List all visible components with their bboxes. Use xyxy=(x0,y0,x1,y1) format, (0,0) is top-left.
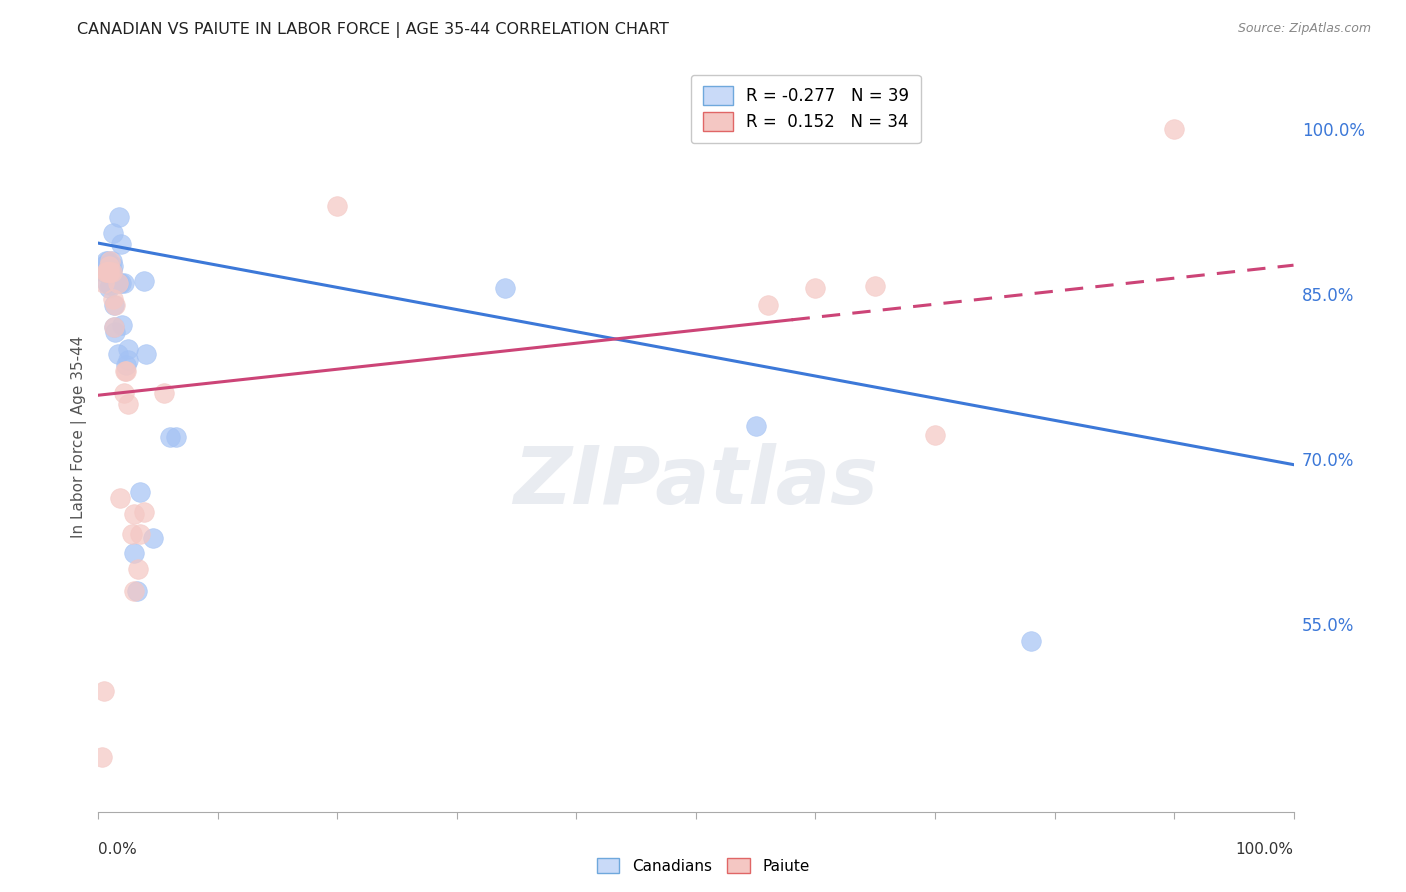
Point xyxy=(110,237,132,252)
Point xyxy=(129,485,152,500)
Point xyxy=(104,326,127,340)
Point xyxy=(98,265,122,279)
Point xyxy=(93,276,115,290)
Point xyxy=(94,265,117,279)
Point xyxy=(103,319,125,334)
Point xyxy=(112,386,135,401)
Point xyxy=(110,276,132,290)
Point xyxy=(101,260,124,274)
Point xyxy=(91,749,114,764)
Point xyxy=(121,527,143,541)
Point xyxy=(326,199,349,213)
Point xyxy=(132,505,155,519)
Point xyxy=(135,347,157,361)
Legend: Canadians, Paiute: Canadians, Paiute xyxy=(591,852,815,880)
Point xyxy=(112,276,135,290)
Point xyxy=(93,265,115,279)
Text: 100.0%: 100.0% xyxy=(1236,842,1294,857)
Point xyxy=(103,319,125,334)
Point xyxy=(111,318,134,332)
Point xyxy=(865,279,887,293)
Point xyxy=(114,364,136,378)
Point xyxy=(107,276,129,290)
Point xyxy=(127,562,149,576)
Point xyxy=(117,342,139,356)
Point xyxy=(98,265,121,279)
Point xyxy=(132,274,155,288)
Point xyxy=(98,253,122,268)
Point xyxy=(91,260,114,274)
Point xyxy=(756,298,779,312)
Point xyxy=(124,546,146,560)
Text: Source: ZipAtlas.com: Source: ZipAtlas.com xyxy=(1237,22,1371,36)
Point xyxy=(159,430,181,444)
Point xyxy=(96,265,118,279)
Point xyxy=(98,281,121,295)
Point xyxy=(98,278,122,293)
Y-axis label: In Labor Force | Age 35-44: In Labor Force | Age 35-44 xyxy=(72,336,87,538)
Point xyxy=(115,359,138,373)
Point xyxy=(1163,121,1185,136)
Point xyxy=(107,347,129,361)
Point xyxy=(97,265,120,279)
Point xyxy=(96,260,118,274)
Point xyxy=(103,298,125,312)
Point xyxy=(101,293,124,307)
Text: CANADIAN VS PAIUTE IN LABOR FORCE | AGE 35-44 CORRELATION CHART: CANADIAN VS PAIUTE IN LABOR FORCE | AGE … xyxy=(77,22,669,38)
Point xyxy=(115,364,138,378)
Point xyxy=(93,683,115,698)
Point xyxy=(924,428,946,442)
Point xyxy=(108,491,131,505)
Point xyxy=(142,532,165,546)
Point xyxy=(124,584,146,599)
Point xyxy=(100,253,122,268)
Point xyxy=(104,298,127,312)
Point xyxy=(101,226,124,240)
Point xyxy=(97,265,120,279)
Point xyxy=(804,281,827,295)
Point xyxy=(107,276,129,290)
Point xyxy=(117,397,139,411)
Text: ZIPatlas: ZIPatlas xyxy=(513,443,879,521)
Text: 0.0%: 0.0% xyxy=(98,842,138,857)
Point xyxy=(745,419,768,434)
Point xyxy=(96,276,118,290)
Point xyxy=(98,260,121,274)
Point xyxy=(494,281,516,295)
Point xyxy=(129,527,152,541)
Point xyxy=(124,507,146,521)
Point xyxy=(97,265,120,279)
Point xyxy=(117,353,139,368)
Point xyxy=(153,386,176,401)
Point xyxy=(165,430,187,444)
Point xyxy=(107,210,129,224)
Point xyxy=(98,260,121,274)
Point xyxy=(100,265,122,279)
Point xyxy=(125,584,148,599)
Legend: R = -0.277   N = 39, R =  0.152   N = 34: R = -0.277 N = 39, R = 0.152 N = 34 xyxy=(690,75,921,143)
Point xyxy=(97,253,120,268)
Point xyxy=(1019,634,1042,648)
Point xyxy=(94,253,117,268)
Point xyxy=(100,262,122,277)
Point xyxy=(98,265,122,279)
